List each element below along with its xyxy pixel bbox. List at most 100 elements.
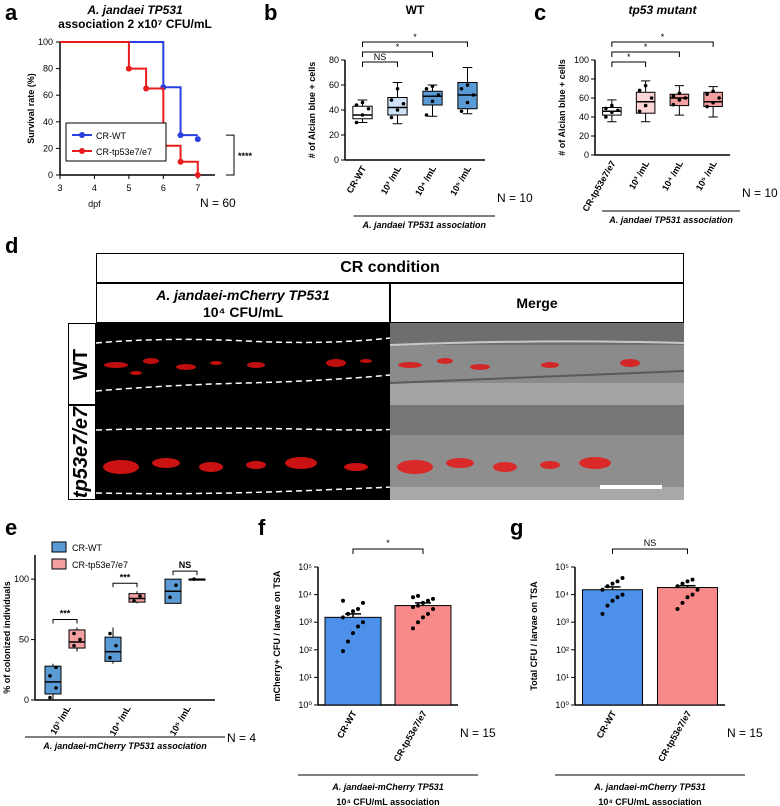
- chart-e-point: [108, 655, 112, 660]
- chart-a-marker: [194, 136, 201, 143]
- chart-c-sig-label: *: [644, 42, 648, 52]
- chart-e-colonized-boxplot: 0 50 100% of colonized individuals *** 10³ /…: [2, 541, 256, 751]
- chart-a-xlabel: dpf: [88, 199, 101, 209]
- tp53-mcherry-image: [96, 405, 390, 500]
- chart-a-ytick-label: 40: [43, 117, 53, 127]
- chart-c-point: [711, 89, 715, 94]
- chart-b-point: [395, 108, 400, 112]
- chart-b-sig-bracket: [362, 61, 398, 67]
- chart-c-point: [637, 109, 642, 114]
- chart-e-point: [48, 674, 52, 678]
- chart-f-point: [351, 609, 355, 614]
- chart-b-point: [424, 86, 429, 91]
- chart-c-point: [705, 92, 709, 96]
- panel-letter-d: d: [5, 233, 19, 258]
- chart-c-point: [610, 110, 614, 115]
- chart-g-bar: [657, 587, 718, 706]
- panel-d-microscopy: CR condition A. jandaei-mCherry TP531 10…: [96, 253, 684, 500]
- chart-f-point: [346, 639, 350, 644]
- chart-b-sig-label: *: [413, 32, 417, 42]
- chart-b-sig-bracket: [362, 41, 468, 47]
- chart-g-ytick-label: 10¹: [556, 672, 569, 682]
- chart-g-total-cfu-bar: 10⁰ 10¹ 10² 10³ 10⁴ 10⁵ Total CFU / larvae on …: [529, 538, 763, 806]
- chart-c-point: [717, 96, 721, 100]
- chart-g-point: [690, 592, 695, 597]
- chart-b-point: [395, 86, 400, 91]
- chart-c-ytick-label: 100: [574, 55, 589, 65]
- chart-a-sig-bracket: [226, 134, 235, 176]
- chart-e-box: [68, 629, 86, 649]
- chart-f-point: [421, 615, 425, 620]
- chart-g-xgroup-label: A. jandaei-mCherry TP531: [593, 782, 706, 792]
- chart-g-point: [685, 579, 690, 584]
- chart-e-box: [104, 636, 122, 662]
- chart-e-category-label: 10⁵ /mL: [168, 704, 193, 738]
- panel-letter-a: a: [5, 0, 18, 25]
- chart-f-point: [421, 600, 425, 605]
- chart-c-ylabel: # of Alcian blue + cells: [557, 59, 567, 155]
- chart-e-sig-label: ***: [60, 609, 71, 619]
- chart-c-xgroup-label: A. jandaei TP531 association: [608, 215, 733, 225]
- chart-e-sig-bracket: [172, 570, 198, 576]
- chart-c-point: [604, 106, 608, 111]
- chart-c-category-label: 10⁴ /mL: [660, 159, 685, 193]
- chart-b-ytick-label: 0: [334, 155, 339, 165]
- chart-c-category-label: CR-tp53e7/e7: [580, 159, 617, 213]
- chart-e-point: [132, 599, 136, 603]
- chart-a-xtick-label: 7: [195, 183, 200, 193]
- chart-g-ylabel: Total CFU / larvae on TSA: [529, 581, 539, 691]
- chart-b-point: [459, 109, 464, 114]
- chart-f-n-label: N = 15: [460, 726, 496, 740]
- panel-letter-b: b: [264, 0, 278, 25]
- chart-f-point: [426, 598, 430, 603]
- chart-f-point: [346, 611, 350, 616]
- chart-g-category-label: CR-tp53e7/e7: [656, 709, 693, 763]
- chart-g-ytick-label: 10⁰: [555, 700, 569, 710]
- chart-e-legend-swatch: [51, 541, 67, 553]
- chart-a-legend-label: CR-WT: [96, 131, 126, 141]
- panel-letter-e: e: [5, 515, 18, 540]
- chart-c-tp53-boxplot: tp53 mutant 0 20 40 60 80 100 # of Alcian blue …: [557, 3, 778, 225]
- chart-e-legend-label: CR-WT: [72, 543, 102, 553]
- chart-c-point: [649, 96, 654, 100]
- chart-c-point: [671, 94, 676, 98]
- chart-a-xtick-label: 4: [92, 183, 97, 193]
- chart-c-category-label: 10³ /mL: [627, 159, 652, 192]
- chart-g-point: [680, 581, 685, 586]
- chart-a-n-label: N = 60: [200, 196, 236, 210]
- chart-b-ytick-label: 40: [329, 105, 339, 115]
- chart-e-n-label: N = 4: [227, 731, 256, 745]
- chart-c-point: [610, 103, 614, 108]
- chart-c-point: [616, 108, 620, 113]
- chart-f-point: [361, 620, 365, 625]
- mcherry-column-header: A. jandaei-mCherry TP531 10⁴ CFU/mL: [96, 283, 390, 323]
- chart-g-sig-bracket: [612, 548, 688, 554]
- chart-e-sig-label: ***: [120, 572, 131, 582]
- chart-f-point: [341, 598, 345, 603]
- chart-a-series-line: [60, 41, 199, 175]
- chart-g-point: [600, 611, 605, 616]
- chart-b-sig-bracket: [362, 51, 433, 57]
- chart-f-ylabel: mCherry+ CFU / larvae on TSA: [272, 570, 282, 701]
- chart-c-point: [705, 104, 709, 109]
- chart-g-ytick-label: 10³: [556, 617, 569, 627]
- chart-b-point: [401, 101, 406, 106]
- chart-f-sig-label: *: [386, 538, 390, 548]
- wt-merge-image: [390, 323, 684, 405]
- chart-a-legend-box: [65, 122, 167, 162]
- chart-g-point: [605, 584, 610, 589]
- chart-b-point: [465, 83, 470, 87]
- chart-c-point: [683, 96, 688, 100]
- chart-a-legend-label: CR-tp53e7/e7: [96, 147, 152, 157]
- chart-e-point: [114, 643, 118, 648]
- chart-e-point: [138, 594, 142, 598]
- chart-b-point: [354, 103, 359, 107]
- chart-a-sig-label: ****: [238, 151, 253, 161]
- chart-g-point: [605, 603, 610, 608]
- chart-e-ytick-label: 0: [24, 695, 29, 705]
- chart-f-point: [356, 607, 360, 612]
- chart-f-point: [431, 607, 435, 612]
- chart-e-ylabel: % of colonized individuals: [2, 581, 12, 694]
- chart-c-sig-label: *: [627, 52, 631, 62]
- chart-c-ytick-label: 40: [579, 112, 589, 122]
